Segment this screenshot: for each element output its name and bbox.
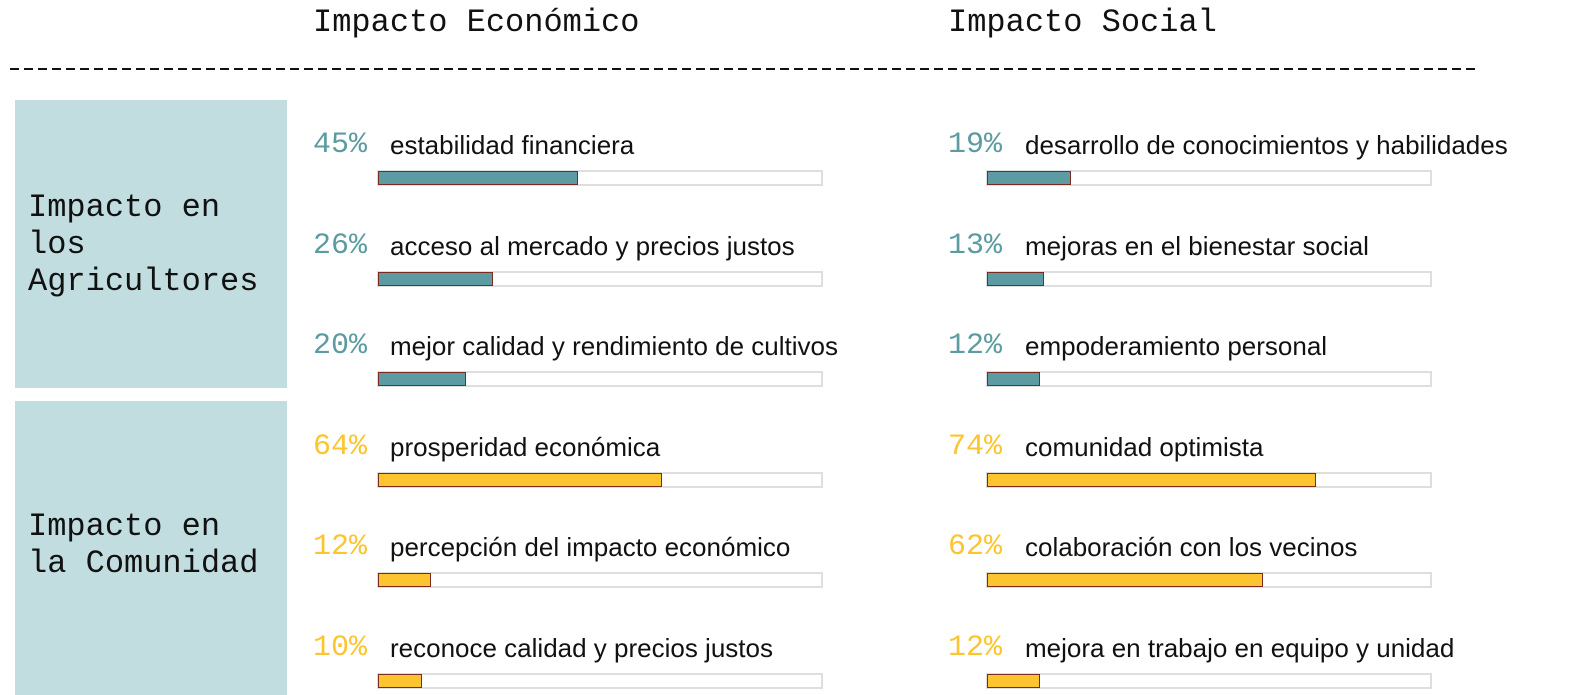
bar-track	[377, 471, 823, 488]
category-label: reconoce calidad y precios justos	[390, 632, 773, 663]
bar	[378, 271, 493, 286]
bar	[378, 673, 422, 688]
value-label: 12%	[948, 630, 1003, 665]
category-label: acceso al mercado y precios justos	[390, 230, 795, 261]
category-label: prosperidad económica	[390, 431, 661, 462]
value-label: 64%	[313, 429, 368, 464]
bar	[378, 171, 578, 185]
bar-track	[986, 170, 1432, 186]
row-label: Impacto en los Agricultores	[28, 189, 259, 300]
value-label: 20%	[313, 329, 368, 363]
bar-track	[986, 572, 1432, 588]
row-box: Impacto en la Comunidad	[15, 401, 287, 695]
bar-track	[377, 672, 823, 689]
bar-track	[986, 371, 1432, 387]
bar	[987, 673, 1040, 688]
bar	[378, 372, 467, 386]
bar	[987, 171, 1071, 185]
bar	[987, 472, 1317, 487]
value-label: 19%	[948, 128, 1003, 162]
category-label: desarrollo de conocimientos y habilidade…	[1025, 130, 1508, 160]
value-label: 12%	[948, 329, 1003, 363]
value-label: 26%	[313, 228, 368, 263]
bar	[987, 573, 1263, 587]
category-label: mejoras en el bienestar social	[1025, 230, 1369, 261]
bar	[378, 472, 663, 487]
bar-track	[986, 471, 1432, 488]
category-label: comunidad optimista	[1025, 431, 1264, 462]
row-label: Impacto en la Comunidad	[28, 508, 259, 582]
column-title: Impacto Económico	[313, 4, 640, 41]
bar-track	[377, 572, 823, 588]
bar-track	[377, 270, 823, 287]
divider	[10, 68, 1478, 70]
bar-track	[986, 270, 1432, 287]
category-label: mejor calidad y rendimiento de cultivos	[390, 331, 838, 361]
category-label: percepción del impacto económico	[390, 532, 791, 562]
bar	[378, 573, 431, 587]
row-box: Impacto en los Agricultores	[15, 100, 287, 388]
bar-track	[986, 672, 1432, 689]
bar-track	[377, 371, 823, 387]
bar	[987, 271, 1044, 286]
value-label: 45%	[313, 128, 368, 162]
bar-track	[377, 170, 823, 186]
value-label: 10%	[313, 630, 368, 665]
category-label: colaboración con los vecinos	[1025, 532, 1358, 562]
value-label: 13%	[948, 228, 1003, 263]
category-label: estabilidad financiera	[390, 130, 635, 160]
value-label: 74%	[948, 429, 1003, 464]
category-label: mejora en trabajo en equipo y unidad	[1025, 632, 1455, 663]
bar	[987, 372, 1040, 386]
value-label: 12%	[313, 530, 368, 564]
category-label: empoderamiento personal	[1025, 331, 1328, 361]
value-label: 62%	[948, 530, 1003, 564]
column-title: Impacto Social	[948, 4, 1217, 41]
